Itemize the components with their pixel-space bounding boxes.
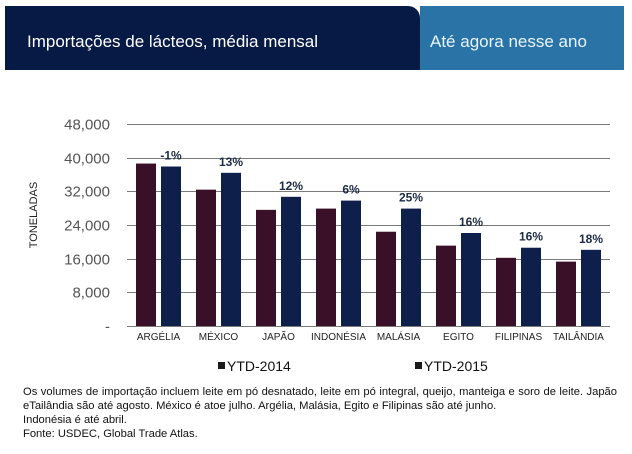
y-tick-label: 24,000 — [64, 218, 110, 235]
subtitle-banner: Até agora nesse ano — [420, 6, 624, 70]
data-label: -1% — [160, 149, 182, 163]
x-category-label: MÉXICO — [199, 330, 239, 343]
bar-ytd-2015 — [581, 249, 601, 326]
legend-label: YTD-2014 — [227, 358, 291, 374]
x-category-label: TAILÂNDIA — [553, 330, 604, 343]
bar-ytd-2015 — [281, 196, 301, 326]
footnote-line: Indonésia é até abril. — [23, 414, 127, 426]
y-tick-label: 32,000 — [64, 184, 110, 201]
bar-ytd-2015 — [221, 172, 241, 326]
y-tick-label: 48,000 — [64, 117, 110, 134]
title-banner: Importações de lácteos, média mensal — [5, 6, 420, 70]
y-tick-label: 8,000 — [72, 285, 110, 302]
bars — [136, 163, 601, 326]
data-label: 16% — [459, 215, 483, 229]
bar-ytd-2015 — [521, 247, 541, 326]
x-category-label: EGITO — [443, 332, 474, 343]
bar-ytd-2014 — [436, 245, 456, 326]
bar-ytd-2014 — [256, 209, 276, 326]
data-label: 16% — [519, 230, 543, 244]
legend: YTD-2014 YTD-2015 — [218, 358, 488, 374]
data-labels: -1% 13% 12% 6% 25% 16% 16% 18% — [160, 149, 603, 246]
legend-marker — [218, 362, 225, 369]
data-label: 25% — [399, 191, 423, 205]
data-label: 6% — [342, 183, 360, 197]
bar-ytd-2014 — [556, 261, 576, 326]
x-axis-categories: ARGÉLIA MÉXICO JAPÃO INDONÉSIA MALÁSIA EGITO F… — [137, 330, 604, 343]
data-label: 13% — [219, 155, 243, 169]
y-tick-label: 40,000 — [64, 151, 110, 168]
x-category-label: JAPÃO — [262, 330, 295, 343]
x-category-label: INDONÉSIA — [311, 330, 366, 343]
bar-ytd-2014 — [316, 208, 336, 326]
y-axis-label: TONELADAS — [28, 182, 40, 248]
x-category-label: FILIPINAS — [495, 332, 543, 343]
bar-ytd-2014 — [376, 231, 396, 326]
data-label: 18% — [579, 232, 603, 246]
y-axis-ticks: - 8,000 16,000 24,000 32,000 40,000 48,000 — [64, 117, 110, 336]
bar-ytd-2015 — [401, 208, 421, 326]
source-line: Fonte: USDEC, Global Trade Atlas. — [23, 428, 198, 440]
bar-ytd-2015 — [161, 166, 181, 326]
bar-ytd-2015 — [341, 200, 361, 326]
chart-title: Importações de lácteos, média mensal — [27, 32, 319, 51]
footnote-line: Os volumes de importação incluem leite e… — [23, 386, 617, 412]
data-label: 12% — [279, 179, 303, 193]
footnotes: Os volumes de importação incluem leite e… — [23, 385, 617, 441]
bar-ytd-2014 — [196, 189, 216, 326]
legend-marker — [415, 362, 422, 369]
x-category-label: MALÁSIA — [377, 330, 421, 343]
legend-label: YTD-2015 — [424, 358, 488, 374]
bar-ytd-2014 — [496, 257, 516, 326]
bar-ytd-2014 — [136, 163, 156, 326]
x-category-label: ARGÉLIA — [137, 330, 181, 343]
y-tick-label: - — [105, 319, 110, 336]
chart-subtitle: Até agora nesse ano — [430, 32, 587, 51]
bar-ytd-2015 — [461, 232, 481, 326]
y-tick-label: 16,000 — [64, 252, 110, 269]
